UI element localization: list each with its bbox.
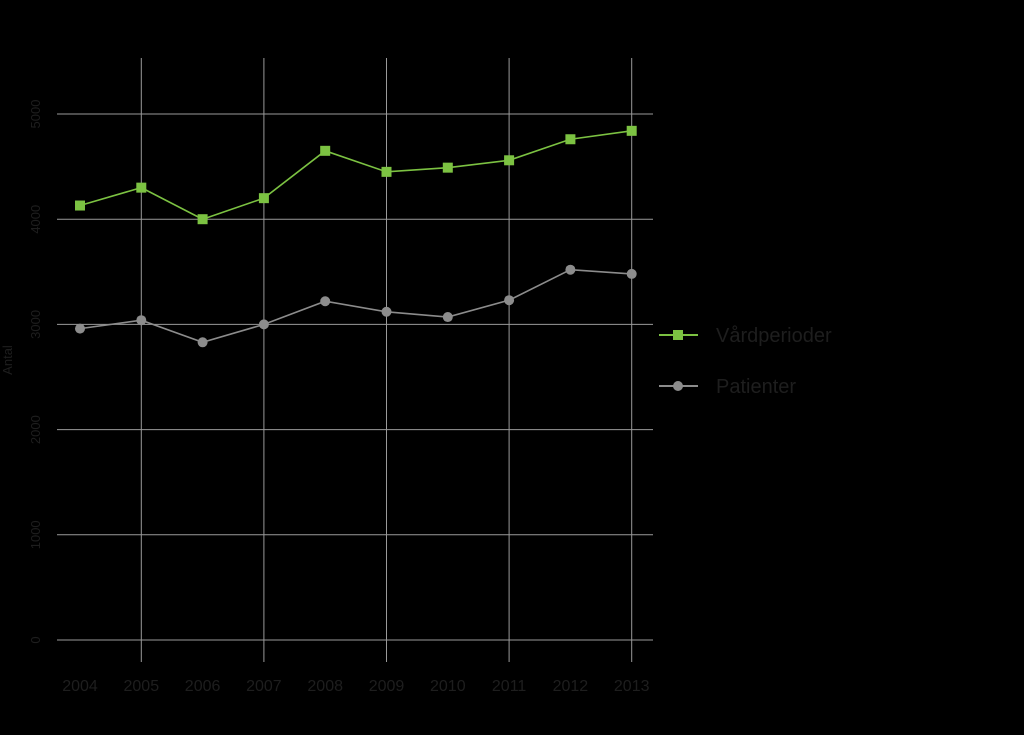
data-point bbox=[75, 323, 85, 334]
data-point bbox=[258, 319, 269, 330]
y-tick-label: 0 bbox=[28, 636, 43, 643]
y-tick-label: 4000 bbox=[28, 205, 43, 234]
y-axis-ticks: 0 1000 2000 3000 4000 5000 bbox=[28, 100, 43, 644]
data-point bbox=[197, 214, 208, 225]
data-point bbox=[565, 134, 576, 145]
x-tick-label: 2004 bbox=[62, 678, 98, 695]
data-point bbox=[258, 193, 269, 204]
legend-label: Patienter bbox=[716, 376, 796, 398]
legend-marker bbox=[673, 330, 683, 340]
data-point bbox=[626, 125, 637, 136]
legend-label: Vårdperioder bbox=[716, 325, 832, 347]
x-tick-label: 2005 bbox=[124, 678, 160, 695]
x-tick-label: 2009 bbox=[369, 678, 405, 695]
x-tick-label: 2007 bbox=[246, 678, 282, 695]
x-tick-label: 2013 bbox=[614, 678, 650, 695]
data-point bbox=[197, 337, 208, 348]
x-tick-label: 2006 bbox=[185, 678, 221, 695]
data-point bbox=[381, 166, 392, 177]
x-tick-label: 2011 bbox=[492, 678, 527, 695]
y-axis-title: Antal bbox=[0, 345, 15, 375]
y-tick-label: 1000 bbox=[28, 520, 43, 549]
data-point bbox=[504, 155, 515, 166]
x-tick-label: 2012 bbox=[553, 678, 589, 695]
x-tick-label: 2010 bbox=[430, 678, 466, 695]
data-point bbox=[565, 264, 576, 275]
data-point bbox=[75, 200, 85, 211]
data-point bbox=[381, 306, 392, 317]
data-point bbox=[442, 312, 453, 323]
data-point bbox=[136, 182, 147, 193]
x-axis-ticks: 2004 2005 2006 2007 2008 2009 2010 2011 2012 2013 bbox=[62, 678, 649, 695]
x-tick-label: 2008 bbox=[307, 678, 343, 695]
data-point bbox=[136, 315, 147, 326]
y-tick-label: 5000 bbox=[28, 100, 43, 129]
legend-marker bbox=[673, 381, 683, 391]
data-point bbox=[320, 145, 331, 156]
data-point bbox=[626, 268, 637, 279]
y-tick-label: 2000 bbox=[28, 415, 43, 444]
data-point bbox=[320, 296, 331, 307]
y-tick-label: 3000 bbox=[28, 310, 43, 339]
data-point bbox=[442, 162, 453, 173]
series-line bbox=[79, 268, 632, 344]
data-point bbox=[504, 295, 515, 306]
series-line bbox=[79, 130, 632, 221]
grid-lines bbox=[57, 58, 653, 662]
legend: Vårdperioder Patienter bbox=[659, 325, 832, 398]
series-layer bbox=[75, 125, 637, 348]
